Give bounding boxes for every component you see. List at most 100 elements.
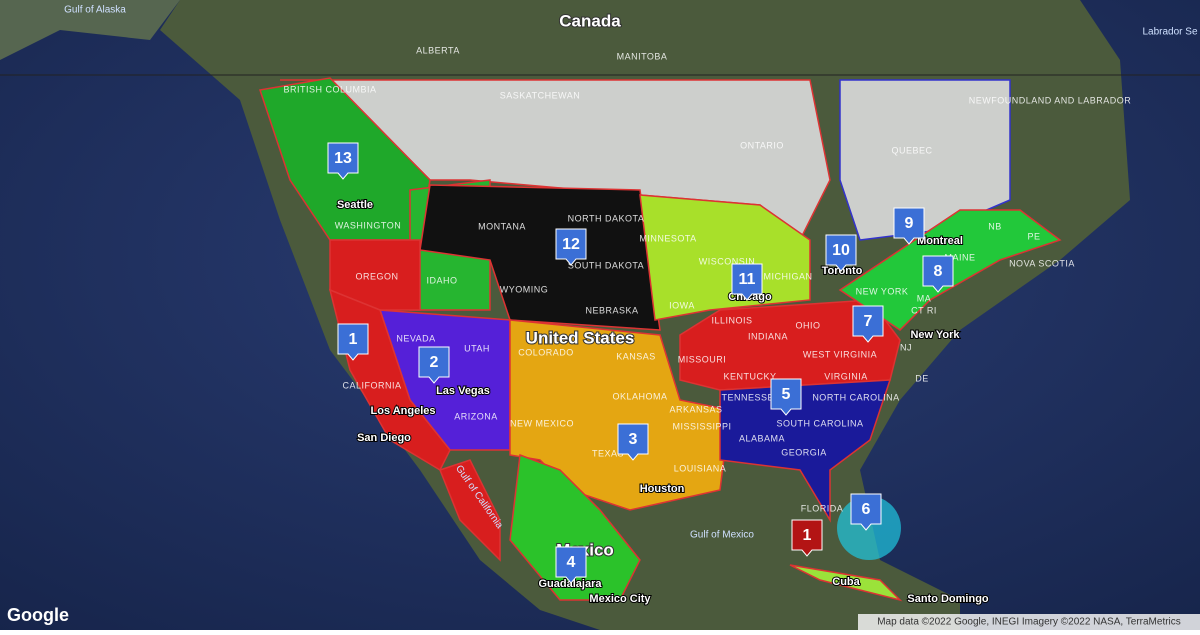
place-label: MISSISSIPPI xyxy=(672,421,731,431)
place-label: Las Vegas xyxy=(436,385,490,397)
place-label: NEWFOUNDLAND AND LABRADOR xyxy=(969,95,1132,105)
marker[interactable]: 12 xyxy=(555,228,587,266)
marker-pin xyxy=(731,263,763,301)
marker[interactable]: 13 xyxy=(327,142,359,180)
marker-number: 6 xyxy=(862,501,871,518)
place-label: ARIZONA xyxy=(454,411,498,421)
place-label: LOUISIANA xyxy=(674,463,727,473)
marker[interactable]: 4 xyxy=(555,546,587,584)
place-label: Canada xyxy=(559,11,621,30)
place-label: FLORIDA xyxy=(801,503,844,513)
marker[interactable]: 3 xyxy=(617,423,649,461)
region xyxy=(639,194,811,321)
place-label: ALABAMA xyxy=(739,433,785,443)
place-label: SOUTH DAKOTA xyxy=(568,260,644,270)
place-label: NORTH CAROLINA xyxy=(812,392,899,402)
place-label: MICHIGAN xyxy=(764,271,813,281)
region xyxy=(719,379,892,523)
place-label: NB xyxy=(988,221,1002,231)
place-label: BRITISH COLUMBIA xyxy=(283,84,376,94)
marker[interactable]: 10 xyxy=(825,234,857,272)
attribution: Map data ©2022 Google, INEGI Imagery ©20… xyxy=(877,617,1181,628)
marker-number: 11 xyxy=(739,271,756,288)
place-label: DE xyxy=(915,373,929,383)
marker-number: 7 xyxy=(864,313,873,330)
place-label: MANITOBA xyxy=(617,51,668,61)
marker-number: 12 xyxy=(562,236,580,253)
marker-pin xyxy=(791,519,823,557)
marker[interactable]: 1 xyxy=(791,519,823,557)
land xyxy=(0,0,180,60)
place-label: New York xyxy=(910,329,960,341)
region xyxy=(789,564,903,602)
marker-number: 9 xyxy=(905,215,914,232)
region xyxy=(439,459,501,562)
marker[interactable]: 7 xyxy=(852,305,884,343)
marker-pin xyxy=(418,346,450,384)
marker-number: 4 xyxy=(567,554,576,571)
place-label: MAINE xyxy=(944,252,975,262)
marker-number: 10 xyxy=(832,242,850,259)
place-label: MONTANA xyxy=(478,221,526,231)
place-label: IDAHO xyxy=(426,275,457,285)
marker[interactable]: 8 xyxy=(922,255,954,293)
place-label: KENTUCKY xyxy=(723,371,776,381)
marker-pin xyxy=(337,323,369,361)
marker-number: 1 xyxy=(803,527,812,544)
place-label: NEW YORK xyxy=(856,286,909,296)
place-label: Los Angeles xyxy=(371,405,436,417)
region xyxy=(329,239,421,311)
marker-pin xyxy=(555,228,587,266)
place-label: VIRGINIA xyxy=(824,371,868,381)
place-label: OHIO xyxy=(795,320,820,330)
place-label: ALBERTA xyxy=(416,45,460,55)
place-label: GEORGIA xyxy=(781,447,827,457)
place-label: COLORADO xyxy=(518,347,574,357)
marker-pin xyxy=(770,378,802,416)
place-label: ONTARIO xyxy=(740,140,784,150)
marker-pin xyxy=(327,142,359,180)
place-label: Guadalajara xyxy=(539,578,603,590)
marker[interactable]: 5 xyxy=(770,378,802,416)
place-label: United States xyxy=(526,328,635,347)
place-label: NEBRASKA xyxy=(585,305,638,315)
marker-number: 1 xyxy=(349,331,358,348)
place-label: Cuba xyxy=(832,576,860,588)
marker[interactable]: 6 xyxy=(850,493,882,531)
place-label: KANSAS xyxy=(616,351,656,361)
marker-number: 5 xyxy=(782,386,791,403)
place-label: ARKANSAS xyxy=(669,404,722,414)
marker[interactable]: 11 xyxy=(731,263,763,301)
place-label: WASHINGTON xyxy=(335,220,402,230)
place-label: PE xyxy=(1027,231,1040,241)
marker-pin xyxy=(893,207,925,245)
marker-pin xyxy=(850,493,882,531)
marker[interactable]: 2 xyxy=(418,346,450,384)
region xyxy=(509,453,641,601)
place-label: NEVADA xyxy=(396,333,435,343)
marker[interactable]: 9 xyxy=(893,207,925,245)
place-label: UTAH xyxy=(464,343,490,353)
marker[interactable]: 1 xyxy=(337,323,369,361)
place-label: NJ xyxy=(900,342,912,352)
place-label: IOWA xyxy=(669,300,695,310)
place-label: CT RI xyxy=(911,305,937,315)
place-label: NEW MEXICO xyxy=(510,418,574,428)
place-label: Gulf of Alaska xyxy=(64,5,126,16)
place-label: WISCONSIN xyxy=(699,256,756,266)
place-label: MINNESOTA xyxy=(639,233,696,243)
place-label: Montreal xyxy=(917,235,963,247)
place-label: INDIANA xyxy=(748,331,788,341)
place-label: TENNESSEE xyxy=(721,392,780,402)
place-label: CALIFORNIA xyxy=(342,380,401,390)
regions xyxy=(259,77,1062,602)
place-label: San Diego xyxy=(357,432,411,444)
marker-pin xyxy=(555,546,587,584)
place-label: OKLAHOMA xyxy=(612,391,667,401)
marker-pin xyxy=(617,423,649,461)
place-label: Labrador Se xyxy=(1142,27,1197,38)
place-label: MISSOURI xyxy=(678,354,727,364)
